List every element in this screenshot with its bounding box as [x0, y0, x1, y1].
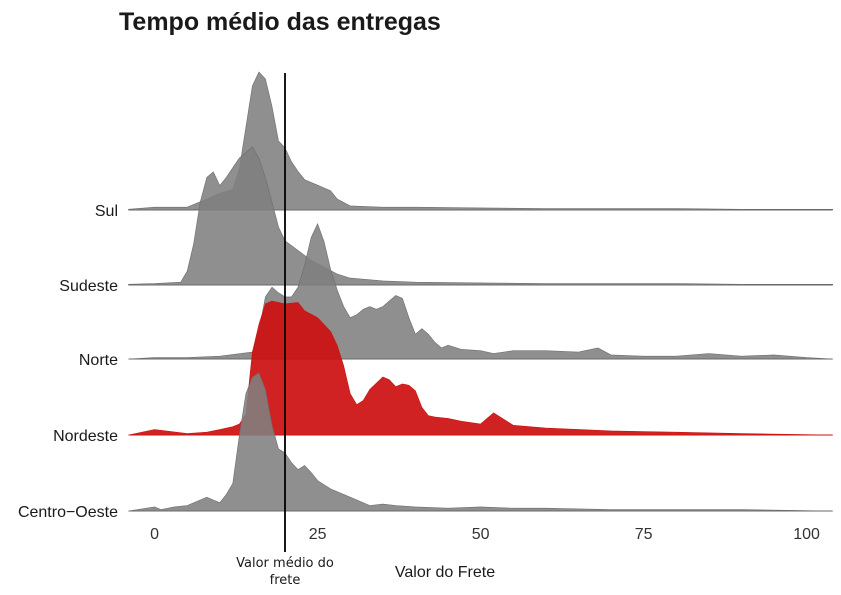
x-axis-title: Valor do Frete [395, 564, 495, 581]
category-label-sudeste: Sudeste [59, 278, 118, 295]
ridge-layer [128, 71, 833, 512]
category-label-centro-oeste: Centro−Oeste [18, 504, 118, 521]
category-labels: Sul Sudeste Norte Nordeste Centro−Oeste [18, 203, 118, 521]
x-tick-label: 50 [472, 526, 490, 543]
ridge-sudeste [128, 146, 833, 286]
chart-title: Tempo médio das entregas [119, 8, 441, 36]
category-label-norte: Norte [79, 352, 118, 369]
reference-line-label-line2: frete [270, 573, 301, 588]
reference-line-label-line1: Valor médio do [236, 556, 334, 571]
ridge-centro-oeste [128, 372, 833, 512]
x-tick-label: 0 [150, 526, 159, 543]
ridge-nordeste [128, 300, 833, 436]
x-tick-label: 25 [309, 526, 327, 543]
x-tick-label: 100 [793, 526, 820, 543]
category-label-sul: Sul [95, 203, 118, 220]
category-label-nordeste: Nordeste [53, 428, 118, 445]
x-axis-ticks: 0 25 50 75 100 [150, 526, 820, 543]
x-tick-label: 75 [635, 526, 653, 543]
